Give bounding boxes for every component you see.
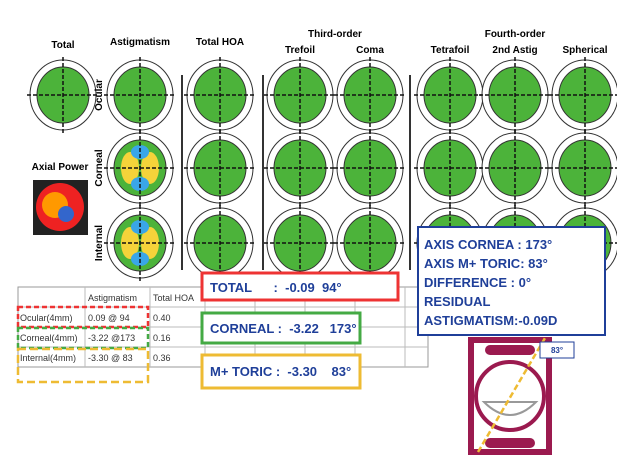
header: Astigmatism: [110, 37, 170, 48]
row-label: Corneal: [94, 149, 105, 186]
table-cell: 0.36: [153, 353, 171, 363]
wavefront-map: [27, 57, 99, 133]
wavefront-map: [184, 205, 256, 281]
wavefront-map: [334, 57, 406, 133]
wavefront-map: [264, 130, 336, 206]
toric-text: M+ TORIC : -3.30 83°: [210, 364, 351, 379]
wavefront-map: [264, 57, 336, 133]
row-label: Ocular: [94, 79, 105, 111]
wavefront-map: [479, 130, 551, 206]
axial-power-map: [33, 180, 88, 235]
wavefront-map: [334, 205, 406, 281]
table-header: Astigmatism: [88, 293, 137, 303]
table-header: Total HOA: [153, 293, 194, 303]
table-cell: -3.22 @173: [88, 333, 135, 343]
header: Tetrafoil: [431, 45, 470, 56]
total-box: [200, 271, 400, 302]
header: Total HOA: [196, 37, 244, 48]
info-line: RESIDUAL: [424, 294, 491, 309]
total-text: TOTAL : -0.09 94°: [210, 280, 342, 295]
header: Spherical: [562, 45, 607, 56]
separators: [181, 75, 411, 270]
dashed-box: [16, 326, 150, 350]
header: Fourth-order: [485, 29, 546, 40]
info-box: [417, 226, 606, 336]
header: Trefoil: [285, 45, 315, 56]
table-cell: 0.09 @ 94: [88, 313, 130, 323]
wavefront-map: [104, 205, 176, 281]
header: Third-order: [308, 29, 362, 40]
axial-power-label: Axial Power: [32, 162, 89, 173]
row-label: Internal: [94, 225, 105, 261]
dashed-box: [16, 305, 150, 329]
info-line: AXIS M+ TORIC: 83°: [424, 256, 548, 271]
wavefront-map: [334, 130, 406, 206]
info-line: DIFFERENCE : 0°: [424, 275, 531, 290]
table-cell: 0.16: [153, 333, 171, 343]
table-cell: Internal(4mm): [20, 353, 76, 363]
table-cell: Corneal(4mm): [20, 333, 78, 343]
info-line: AXIS CORNEA : 173°: [424, 237, 552, 252]
wavefront-map: [184, 130, 256, 206]
wavefront-map: [104, 130, 176, 206]
info-line: ASTIGMATISM:-0.09D: [424, 313, 557, 328]
wavefront-map: [414, 130, 486, 206]
table-cell: -3.30 @ 83: [88, 353, 133, 363]
corneal-box: [200, 311, 362, 345]
table-cell: Ocular(4mm): [20, 313, 73, 323]
toric-box: [200, 353, 362, 390]
header: Total: [51, 40, 74, 51]
header: Coma: [356, 45, 384, 56]
lens-axis: 83°: [551, 346, 563, 355]
wavefront-map: [264, 205, 336, 281]
table-cell: 0.40: [153, 313, 171, 323]
corneal-text: CORNEAL : -3.22 173°: [210, 321, 357, 336]
header: 2nd Astig: [492, 45, 537, 56]
wavefront-map: [549, 130, 617, 206]
wavefront-map: [184, 57, 256, 133]
dashed-box: [16, 347, 150, 384]
lens-diagram: 83°: [468, 337, 575, 455]
